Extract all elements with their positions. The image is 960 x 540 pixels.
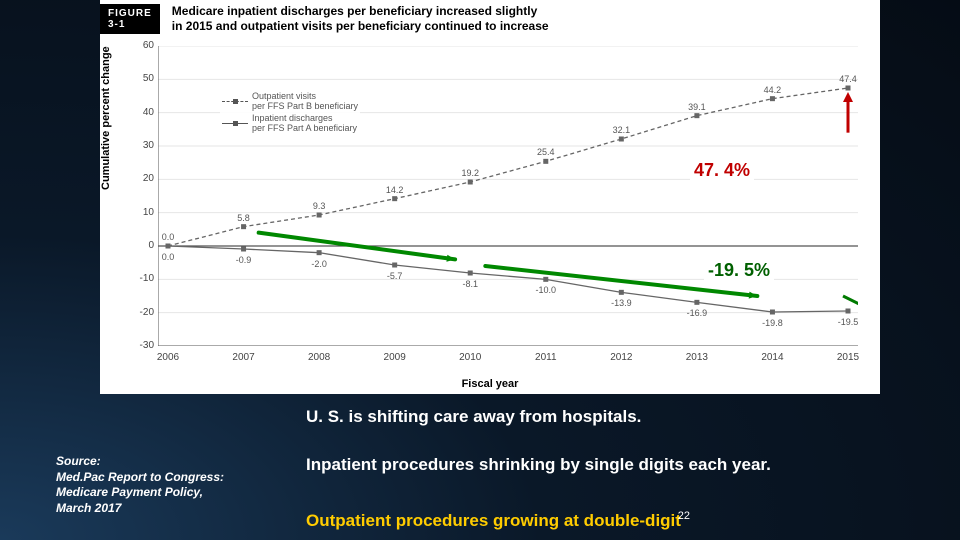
figure-header: FIGURE 3-1 Medicare inpatient discharges… — [100, 4, 549, 34]
legend-inpatient: Inpatient discharges per FFS Part A bene… — [222, 114, 358, 134]
data-point-label: 0.0 — [162, 252, 175, 262]
data-point-label: -16.9 — [687, 308, 708, 318]
figure-badge: FIGURE 3-1 — [100, 4, 160, 34]
data-point-label: 19.2 — [461, 168, 479, 178]
data-point-label: 14.2 — [386, 185, 404, 195]
source-line1: Med.Pac Report to Congress: — [56, 470, 224, 484]
y-tick: 20 — [124, 173, 154, 184]
legend-outpatient: Outpatient visits per FFS Part B benefic… — [222, 92, 358, 112]
source-label: Source: — [56, 454, 101, 468]
figure-title-line2: in 2015 and outpatient visits per benefi… — [172, 19, 549, 33]
data-point-label: -10.0 — [536, 285, 557, 295]
y-tick: 50 — [124, 73, 154, 84]
legend-outpatient-l1: Outpatient visits — [252, 91, 316, 101]
data-point-label: -8.1 — [462, 279, 478, 289]
page-number: 22 — [678, 510, 690, 522]
callout-bottom: -19. 5% — [704, 260, 774, 281]
chart-area: Cumulative percent change Fiscal year -3… — [100, 40, 880, 394]
x-tick: 2006 — [157, 352, 179, 363]
figure-title: Medicare inpatient discharges per benefi… — [172, 4, 549, 34]
x-tick: 2012 — [610, 352, 632, 363]
source-line3: March 2017 — [56, 501, 121, 515]
commentary-line2: Inpatient procedures shrinking by single… — [306, 454, 946, 475]
source-citation: Source: Med.Pac Report to Congress: Medi… — [56, 454, 286, 516]
data-point-label: -19.8 — [762, 318, 783, 328]
y-axis-label: Cumulative percent change — [100, 46, 112, 190]
source-line2: Medicare Payment Policy, — [56, 485, 203, 499]
data-point-label: 25.4 — [537, 147, 555, 157]
legend-marker-dashed — [222, 101, 248, 102]
legend-marker-solid — [222, 123, 248, 124]
data-point-label: -0.9 — [236, 255, 252, 265]
data-point-label: 0.0 — [162, 232, 175, 242]
data-point-label: -13.9 — [611, 298, 632, 308]
x-tick: 2007 — [232, 352, 254, 363]
legend-inpatient-l1: Inpatient discharges — [252, 113, 333, 123]
figure-title-line1: Medicare inpatient discharges per benefi… — [172, 4, 537, 18]
x-tick: 2015 — [837, 352, 859, 363]
x-tick: 2008 — [308, 352, 330, 363]
data-point-label: 44.2 — [764, 85, 782, 95]
legend-outpatient-l2: per FFS Part B beneficiary — [252, 101, 358, 111]
figure-panel: FIGURE 3-1 Medicare inpatient discharges… — [100, 0, 880, 394]
data-point-label: 39.1 — [688, 102, 706, 112]
y-tick: 30 — [124, 140, 154, 151]
data-point-label: 9.3 — [313, 201, 326, 211]
data-point-label: -19.5 — [838, 317, 859, 327]
y-tick: 0 — [124, 240, 154, 251]
x-tick: 2010 — [459, 352, 481, 363]
data-point-label: -5.7 — [387, 271, 403, 281]
x-tick: 2013 — [686, 352, 708, 363]
y-tick: 10 — [124, 207, 154, 218]
commentary-line3: Outpatient procedures growing at double-… — [306, 510, 946, 531]
x-tick: 2014 — [761, 352, 783, 363]
y-tick: 60 — [124, 40, 154, 51]
data-point-label: -2.0 — [311, 259, 327, 269]
data-point-label: 32.1 — [613, 125, 631, 135]
commentary-line1: U. S. is shifting care away from hospita… — [306, 406, 946, 427]
y-tick: -20 — [124, 307, 154, 318]
x-tick: 2009 — [384, 352, 406, 363]
y-tick: 40 — [124, 107, 154, 118]
data-point-label: 5.8 — [237, 213, 250, 223]
data-point-label: 47.4 — [839, 74, 857, 84]
x-axis-label: Fiscal year — [100, 378, 880, 390]
y-tick: -10 — [124, 273, 154, 284]
callout-top: 47. 4% — [690, 160, 754, 181]
legend: Outpatient visits per FFS Part B benefic… — [220, 90, 360, 138]
legend-inpatient-l2: per FFS Part A beneficiary — [252, 123, 357, 133]
x-tick: 2011 — [535, 352, 557, 363]
y-tick: -30 — [124, 340, 154, 351]
